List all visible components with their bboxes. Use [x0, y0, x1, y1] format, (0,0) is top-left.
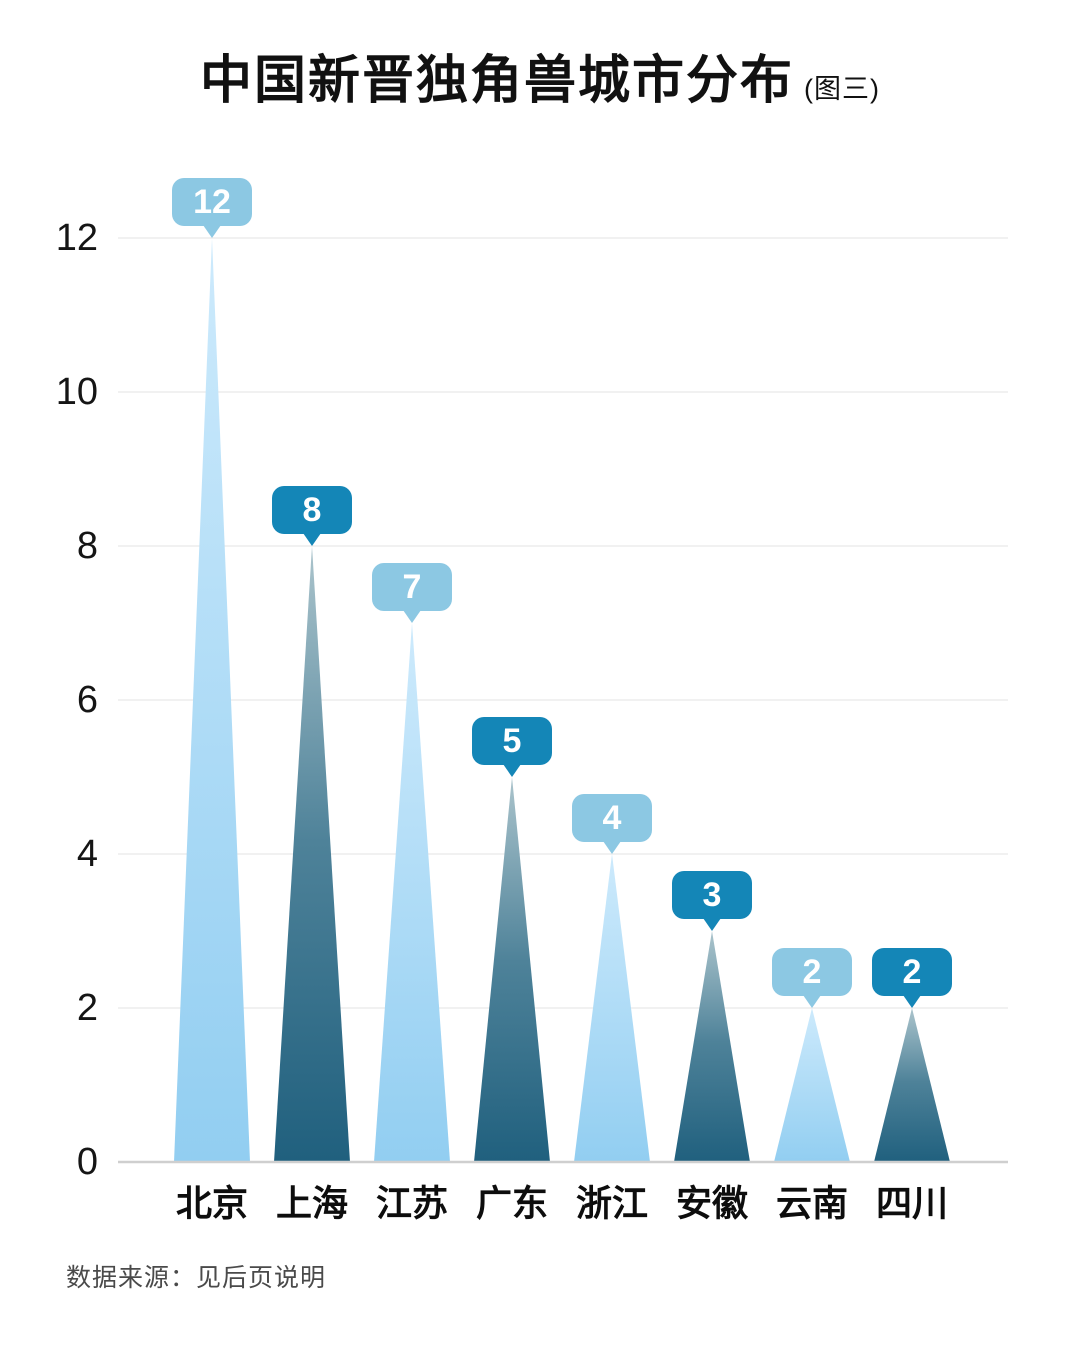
value-label-shanghai: 8 [272, 486, 352, 546]
bar-anhui [674, 931, 750, 1162]
x-axis-label-anhui: 安徽 [676, 1183, 749, 1224]
value-label-anhui: 3 [672, 871, 752, 931]
y-axis-tick-2: 2 [77, 987, 98, 1029]
value-bubble-text: 12 [193, 183, 231, 221]
value-bubble [672, 871, 752, 919]
value-bubble-text: 7 [403, 568, 422, 606]
x-axis-label-beijing: 北京 [176, 1183, 248, 1224]
value-bubble-text: 4 [603, 799, 622, 837]
value-bubble [272, 486, 352, 534]
x-axis-label-sichuan: 四川 [876, 1183, 948, 1224]
bar-beijing [174, 238, 250, 1162]
value-bubble [572, 794, 652, 842]
value-bubble [472, 717, 552, 765]
value-bubble-pointer [203, 225, 221, 238]
value-bubble [772, 948, 852, 996]
bar-sichuan [874, 1008, 950, 1162]
y-axis-tick-12: 12 [56, 217, 98, 259]
value-label-zhejiang: 4 [572, 794, 652, 854]
value-bubble [872, 948, 952, 996]
value-label-jiangsu: 7 [372, 563, 452, 623]
x-axis-label-guangdong: 广东 [476, 1183, 548, 1224]
value-bubble-pointer [603, 841, 621, 854]
y-axis-tick-0: 0 [77, 1141, 98, 1183]
bar-zhejiang [574, 854, 650, 1162]
source-note: 数据来源：见后页说明 [66, 1264, 327, 1292]
value-label-sichuan: 2 [872, 948, 952, 1008]
value-bubble [372, 563, 452, 611]
value-bubble-pointer [503, 764, 521, 777]
y-axis-tick-4: 4 [77, 833, 98, 875]
value-label-yunnan: 2 [772, 948, 852, 1008]
bar-yunnan [774, 1008, 850, 1162]
chart-title: 中国新晋独角兽城市分布 (图三) [0, 52, 1080, 112]
chart-title-text: 中国新晋独角兽城市分布 [200, 52, 795, 110]
bar-jiangsu [374, 623, 450, 1162]
y-axis-tick-8: 8 [77, 525, 98, 567]
value-bubble-pointer [303, 533, 321, 546]
value-bubble-pointer [403, 610, 421, 623]
value-bubble-text: 2 [903, 953, 922, 991]
value-bubble-text: 8 [303, 491, 322, 529]
x-axis-label-jiangsu: 江苏 [376, 1183, 448, 1224]
x-axis-label-shanghai: 上海 [276, 1183, 348, 1224]
value-bubble-text: 2 [803, 953, 822, 991]
value-bubble [172, 178, 252, 226]
bar-guangdong [474, 777, 550, 1162]
y-axis-tick-6: 6 [77, 679, 98, 721]
value-bubble-pointer [903, 995, 921, 1008]
value-label-beijing: 12 [172, 178, 252, 238]
figure-tag: (图三) [804, 74, 880, 104]
y-axis-tick-10: 10 [56, 371, 98, 413]
chart-header: 中国新晋独角兽城市分布 (图三) [0, 52, 1080, 112]
bar-shanghai [274, 546, 350, 1162]
value-label-guangdong: 5 [472, 717, 552, 777]
value-bubble-text: 3 [703, 876, 722, 914]
x-axis-label-yunnan: 云南 [776, 1183, 848, 1224]
value-bubble-text: 5 [503, 722, 522, 760]
value-bubble-pointer [703, 918, 721, 931]
value-bubble-pointer [803, 995, 821, 1008]
x-axis-label-zhejiang: 浙江 [576, 1183, 648, 1224]
